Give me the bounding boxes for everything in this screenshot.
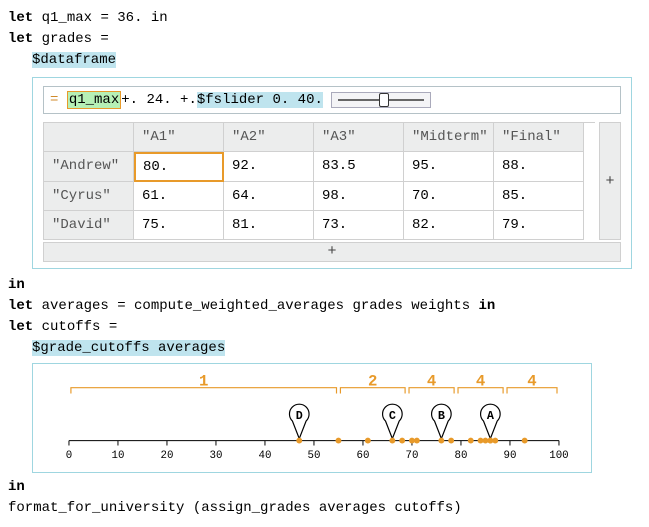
val-q1max: 36. <box>117 10 142 26</box>
table-cell[interactable]: 80. <box>134 152 224 182</box>
col-header[interactable]: "Final" <box>494 123 584 152</box>
var-q1max: q1_max <box>42 10 92 26</box>
grade-cutoffs-call[interactable]: $grade_cutoffs averages <box>32 340 225 356</box>
svg-text:A: A <box>487 409 495 423</box>
var-cutoffs: cutoffs = <box>33 319 117 335</box>
svg-text:30: 30 <box>209 450 222 462</box>
kw-let-2: let <box>8 31 33 47</box>
line-dataframe-tag: $dataframe <box>8 50 641 71</box>
svg-text:20: 20 <box>160 450 173 462</box>
table-cell[interactable]: 83.5 <box>314 152 404 182</box>
svg-text:100: 100 <box>549 450 568 462</box>
kw-let: let <box>8 10 33 26</box>
row-header[interactable]: "Andrew" <box>44 152 134 182</box>
table-cell[interactable]: 98. <box>314 182 404 211</box>
cutoffs-chart[interactable]: 1 2 4 4 4 D C B A 0 10 20 30 40 50 60 70 80 90 100 <box>32 363 592 473</box>
table-cell[interactable]: 95. <box>404 152 494 182</box>
svg-text:60: 60 <box>356 450 369 462</box>
svg-text:1: 1 <box>199 373 208 391</box>
col-header[interactable]: "A2" <box>224 123 314 152</box>
kw-let-4: let <box>8 319 33 335</box>
table-cell[interactable]: 75. <box>134 211 224 240</box>
table-cell[interactable]: 64. <box>224 182 314 211</box>
grades-table[interactable]: "A1""A2""A3""Midterm""Final""Andrew"80.9… <box>43 122 595 240</box>
formula-eq: = <box>50 92 58 108</box>
dataframe-tag[interactable]: $dataframe <box>32 52 116 68</box>
svg-text:90: 90 <box>503 450 516 462</box>
line-averages: let averages = compute_weighted_averages… <box>8 296 641 317</box>
svg-text:B: B <box>438 409 445 423</box>
col-header[interactable]: "A3" <box>314 123 404 152</box>
averages-expr: averages = compute_weighted_averages gra… <box>33 298 478 314</box>
formula-bar[interactable]: = q1_max +. 24. +. $fslider 0. 40. <box>43 86 621 114</box>
svg-text:4: 4 <box>427 373 436 391</box>
svg-text:4: 4 <box>527 373 536 391</box>
line-cutoffs-decl: let cutoffs = <box>8 317 641 338</box>
table-cell[interactable]: 88. <box>494 152 584 182</box>
svg-text:0: 0 <box>66 450 72 462</box>
slider[interactable] <box>331 92 431 108</box>
table-cell[interactable]: 70. <box>404 182 494 211</box>
ref-q1max[interactable]: q1_max <box>67 91 121 109</box>
kw-in-3: in <box>479 298 496 314</box>
formula-ops: +. 24. +. <box>121 92 197 108</box>
svg-text:D: D <box>296 409 303 423</box>
add-column-button[interactable]: + <box>599 122 621 240</box>
kw-let-3: let <box>8 298 33 314</box>
line-final: format_for_university (assign_grades ave… <box>8 498 641 519</box>
row-header[interactable]: "David" <box>44 211 134 240</box>
kw-in-4-text: in <box>8 479 25 495</box>
cutoffs-svg: 1 2 4 4 4 D C B A 0 10 20 30 40 50 60 70 80 90 100 <box>45 372 579 470</box>
svg-text:4: 4 <box>476 373 485 391</box>
svg-text:C: C <box>389 409 396 423</box>
svg-text:50: 50 <box>307 450 320 462</box>
svg-text:80: 80 <box>454 450 467 462</box>
col-header[interactable]: "A1" <box>134 123 224 152</box>
table-cell[interactable]: 81. <box>224 211 314 240</box>
line-q1-decl: let q1_max = 36. in <box>8 8 641 29</box>
table-cell[interactable]: 79. <box>494 211 584 240</box>
add-row-button[interactable]: + <box>43 242 621 262</box>
kw-in-2-text: in <box>8 277 25 293</box>
svg-text:10: 10 <box>111 450 124 462</box>
table-corner <box>44 123 134 152</box>
eq-1: = <box>92 10 117 26</box>
table-wrap: "A1""A2""A3""Midterm""Final""Andrew"80.9… <box>43 122 621 240</box>
row-header[interactable]: "Cyrus" <box>44 182 134 211</box>
table-cell[interactable]: 92. <box>224 152 314 182</box>
fslider-call[interactable]: $fslider 0. 40. <box>197 92 323 108</box>
line-grade-cutoffs-call: $grade_cutoffs averages <box>8 338 641 359</box>
table-cell[interactable]: 73. <box>314 211 404 240</box>
line-grades-decl: let grades = <box>8 29 641 50</box>
kw-in-1: in <box>142 10 167 26</box>
table-cell[interactable]: 82. <box>404 211 494 240</box>
svg-text:40: 40 <box>258 450 271 462</box>
kw-in-4: in <box>8 477 641 498</box>
table-cell[interactable]: 61. <box>134 182 224 211</box>
col-header[interactable]: "Midterm" <box>404 123 494 152</box>
kw-in-2: in <box>8 275 641 296</box>
svg-text:2: 2 <box>368 373 377 391</box>
dataframe-widget: = q1_max +. 24. +. $fslider 0. 40. "A1""… <box>32 77 632 269</box>
table-cell[interactable]: 85. <box>494 182 584 211</box>
slider-thumb[interactable] <box>379 93 389 107</box>
var-grades: grades = <box>42 31 109 47</box>
svg-text:70: 70 <box>405 450 418 462</box>
